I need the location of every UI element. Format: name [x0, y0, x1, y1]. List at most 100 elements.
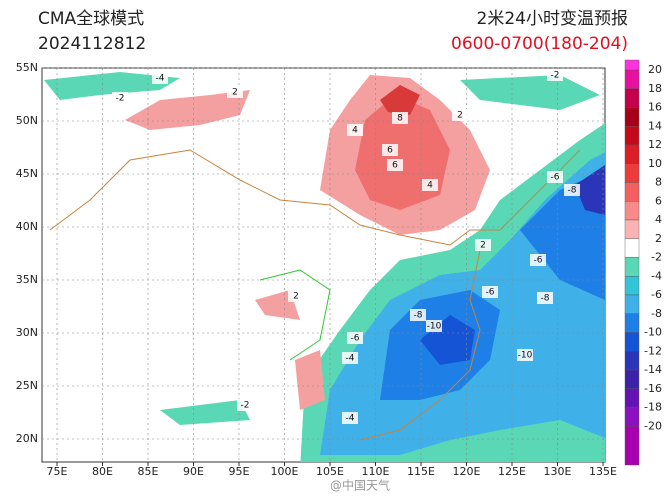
contour-label: 4 [427, 181, 433, 191]
colorbar-band [624, 369, 640, 389]
contour-label: -2 [551, 71, 560, 81]
contour-label: -4 [346, 414, 355, 424]
valid-period: 0600-0700(180-204) [451, 34, 628, 54]
contour-label: 8 [397, 114, 403, 124]
lon-label: 115E [407, 465, 435, 478]
coastline [359, 249, 481, 441]
contour-label-bg [288, 290, 304, 302]
contour-label-bg [482, 286, 498, 298]
colorbar-band [624, 59, 640, 71]
contour-label-bg [530, 254, 546, 266]
lat-label: 35N [16, 273, 38, 286]
colorbar-band [624, 351, 640, 371]
colorbar-label: 2 [655, 232, 662, 245]
colorbar-band [624, 388, 640, 408]
lon-label: 130E [544, 465, 572, 478]
contour-label: 4 [352, 126, 358, 136]
contour-label: -6 [534, 256, 543, 266]
contour-label: -8 [414, 311, 423, 321]
colorbar-label: -8 [651, 307, 662, 320]
lat-label: 30N [16, 326, 38, 339]
contour-label: -8 [568, 186, 577, 196]
warm-area [125, 90, 250, 130]
contour-label-bg [392, 112, 408, 124]
colorbar-label: 6 [655, 194, 662, 207]
lon-label: 120E [453, 465, 481, 478]
colorbar-label: 8 [655, 176, 662, 189]
colorbar-label: -20 [644, 419, 662, 432]
lon-label: 85E [138, 465, 159, 478]
lon-label: 100E [271, 465, 299, 478]
contour-label-bg [152, 72, 168, 84]
contour-label: 2 [480, 241, 486, 251]
cold-area [460, 75, 600, 110]
colorbar-label: -10 [644, 326, 662, 339]
lat-label: 20N [16, 432, 38, 445]
contour-label-bg [387, 159, 403, 171]
cold-area [44, 72, 180, 100]
colorbar-band [624, 126, 640, 146]
fields [44, 72, 605, 462]
colorbar-label: -18 [644, 401, 662, 414]
contour-label: 2 [232, 88, 238, 98]
colorbar-label: 12 [648, 138, 662, 151]
warm-area [380, 85, 420, 115]
colorbar-label: -4 [651, 269, 662, 282]
contour-label: -6 [551, 173, 560, 183]
colorbar-band [624, 201, 640, 221]
colorbar-band [624, 313, 640, 333]
colorbar-label: 4 [655, 213, 662, 226]
lon-label: 105E [316, 465, 344, 478]
contour-label: -2 [241, 401, 250, 411]
lat-label: 50N [16, 114, 38, 127]
colorbar-label: 20 [648, 63, 662, 76]
lat-label: 45N [16, 167, 38, 180]
colorbar-band [624, 107, 640, 127]
contour-label: 6 [387, 146, 393, 156]
colorbar-band [624, 219, 640, 239]
contour-label: 2 [457, 111, 463, 121]
lat-label: 25N [16, 379, 38, 392]
colorbar-label: -16 [644, 382, 662, 395]
lon-label: 125E [498, 465, 526, 478]
colorbar-band [624, 407, 640, 427]
contour-label: -6 [351, 334, 360, 344]
contour-label-bg [452, 109, 468, 121]
lat-label: 40N [16, 220, 38, 233]
product-title: CMA全球模式 [38, 9, 144, 29]
colorbar-band [624, 144, 640, 164]
contour-label-bg [564, 184, 580, 196]
contour-label-bg [410, 309, 426, 321]
contour-label: -10 [427, 322, 442, 332]
contour-label-bg [112, 92, 128, 104]
colorbar-band [624, 332, 640, 352]
contour-label: -8 [541, 294, 550, 304]
contour-label: -4 [346, 354, 355, 364]
contour-label-bg [426, 320, 442, 332]
lat-label: 55N [16, 61, 38, 74]
contour-label-bg [382, 144, 398, 156]
colorbar-band [624, 88, 640, 108]
contour-label-bg [227, 86, 243, 98]
colorbar-band [624, 163, 640, 183]
contour-label-bg [517, 349, 533, 361]
watermark: @中国天气 [330, 478, 390, 493]
contour-label: 2 [293, 292, 299, 302]
colorbar-label: -2 [651, 251, 662, 264]
colorbar-label: -6 [651, 288, 662, 301]
contour-label-bg [342, 412, 358, 424]
lon-label: 80E [92, 465, 113, 478]
plot-area [41, 67, 606, 466]
contour-label: -6 [486, 288, 495, 298]
colorbar-band [624, 182, 640, 202]
colorbar-band [624, 276, 640, 296]
colorbar-label: -12 [644, 344, 662, 357]
border [49, 149, 581, 246]
lon-label: 90E [183, 465, 204, 478]
contour-label: -10 [518, 351, 533, 361]
colorbar-label: 14 [648, 119, 662, 132]
contour-label-bg [237, 399, 253, 411]
colorbar-band [624, 294, 640, 314]
cold-area [160, 400, 250, 425]
